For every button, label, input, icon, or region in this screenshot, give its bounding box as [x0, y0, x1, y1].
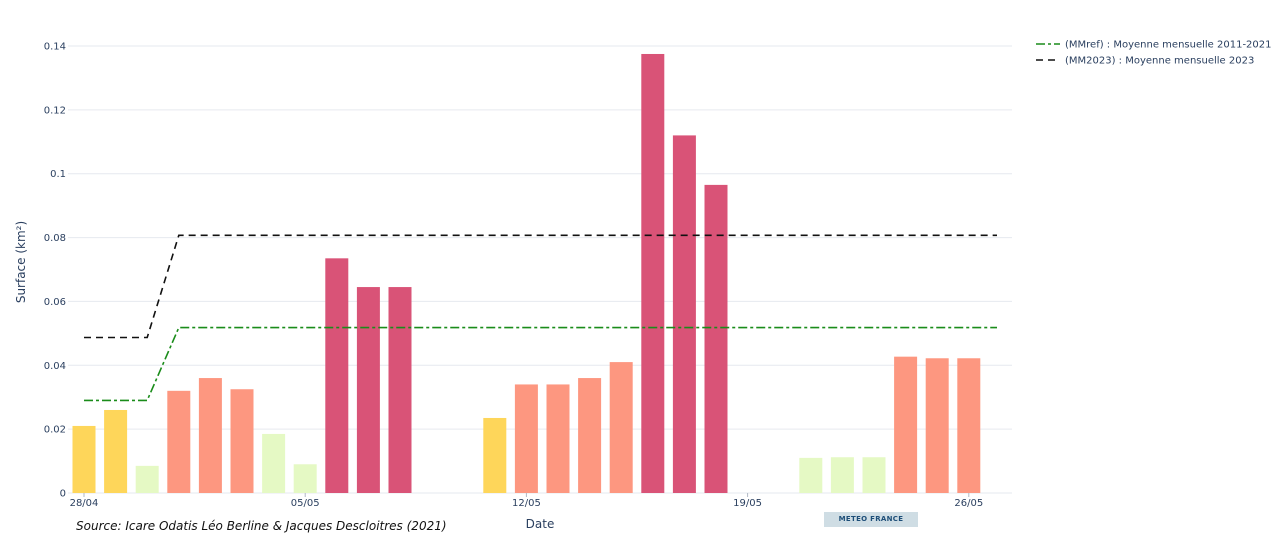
y-tick-label: 0	[60, 489, 66, 500]
legend: (MMref) : Moyenne mensuelle 2011-2021 (MM…	[1036, 40, 1272, 67]
bar-04-05	[262, 433, 286, 493]
x-tick-label: 26/05	[954, 498, 983, 509]
bar-13-05	[546, 384, 570, 493]
y-tick-label: 0.12	[44, 105, 66, 116]
series-line-1	[84, 234, 997, 339]
bar-08-05	[388, 287, 412, 493]
bar-17-05	[672, 135, 696, 493]
y-tick-label: 0.02	[44, 425, 66, 436]
x-tick-label: 28/04	[70, 498, 99, 509]
bar-15-05	[609, 362, 633, 493]
bar-12-05	[514, 384, 538, 493]
x-axis: 28/04 05/05 12/05 19/05 26/05	[70, 493, 983, 509]
y-tick-label: 0.1	[50, 169, 66, 180]
legend-label: (MMref) : Moyenne mensuelle 2011-2021	[1065, 40, 1272, 51]
bar-14-05	[578, 378, 602, 493]
bar-29-04	[104, 409, 128, 493]
gridlines	[68, 45, 1012, 494]
bar-07-05	[356, 287, 380, 493]
x-axis-title: Date	[526, 517, 555, 531]
bar-06-05	[325, 258, 349, 493]
bar-05-05	[293, 464, 317, 493]
y-axis-title: Surface (km²)	[14, 221, 28, 303]
bar-30-04	[135, 465, 159, 493]
bar-18-05	[704, 184, 728, 493]
meteo-france-badge: METEO FRANCE	[824, 512, 918, 527]
x-tick-label: 05/05	[291, 498, 320, 509]
bar-24-05	[894, 356, 918, 493]
bar-21-05	[799, 457, 823, 493]
y-tick-label: 0.08	[44, 233, 66, 244]
bar-16-05	[641, 53, 665, 493]
bar-01-05	[167, 390, 191, 493]
y-axis: 0 0.02 0.04 0.06 0.08 0.1 0.12 0.14	[44, 42, 66, 500]
bars	[72, 53, 981, 493]
bar-26-05	[957, 358, 981, 493]
x-tick-label: 19/05	[733, 498, 762, 509]
bar-25-05	[925, 358, 949, 493]
source-caption: Source: Icare Odatis Léo Berline & Jacqu…	[76, 519, 447, 533]
y-tick-label: 0.14	[44, 42, 66, 53]
legend-label: (MM2023) : Moyenne mensuelle 2023	[1065, 56, 1254, 67]
bar-02-05	[198, 378, 222, 493]
x-tick-label: 12/05	[512, 498, 541, 509]
y-tick-label: 0.06	[44, 297, 66, 308]
bar-23-05	[862, 457, 886, 493]
series-line-0	[84, 326, 997, 402]
bar-28-04	[72, 425, 96, 493]
bar-11-05	[483, 417, 507, 493]
bar-03-05	[230, 389, 254, 493]
bar-22-05	[830, 457, 854, 493]
reference-lines	[84, 234, 997, 402]
y-tick-label: 0.04	[44, 361, 66, 372]
